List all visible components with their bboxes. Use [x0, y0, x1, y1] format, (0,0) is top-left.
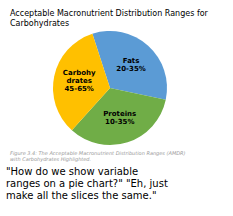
svg-text:drates: drates: [66, 77, 91, 85]
svg-text:make all the slices the same.": make all the slices the same.": [6, 190, 157, 201]
svg-text:10-35%: 10-35%: [105, 118, 134, 126]
svg-text:Fats: Fats: [123, 57, 140, 65]
svg-text:Acceptable Macronutrient Distr: Acceptable Macronutrient Distribution Ra…: [10, 9, 209, 18]
svg-text:ranges on a pie chart?" "Eh, j: ranges on a pie chart?" "Eh, just: [6, 178, 168, 189]
svg-text:Carbohydrates: Carbohydrates: [10, 19, 69, 28]
svg-text:45-65%: 45-65%: [64, 85, 93, 93]
svg-text:Carbohy: Carbohy: [63, 69, 96, 77]
svg-text:with Carbohydrates Highlighted: with Carbohydrates Highlighted.: [10, 156, 91, 163]
svg-text:Proteins: Proteins: [103, 110, 136, 118]
svg-text:Figure 3.4: The Acceptable Mac: Figure 3.4: The Acceptable Macronutrient…: [10, 150, 188, 156]
svg-text:"How do we show variable: "How do we show variable: [6, 166, 138, 177]
svg-text:20-35%: 20-35%: [116, 65, 145, 73]
